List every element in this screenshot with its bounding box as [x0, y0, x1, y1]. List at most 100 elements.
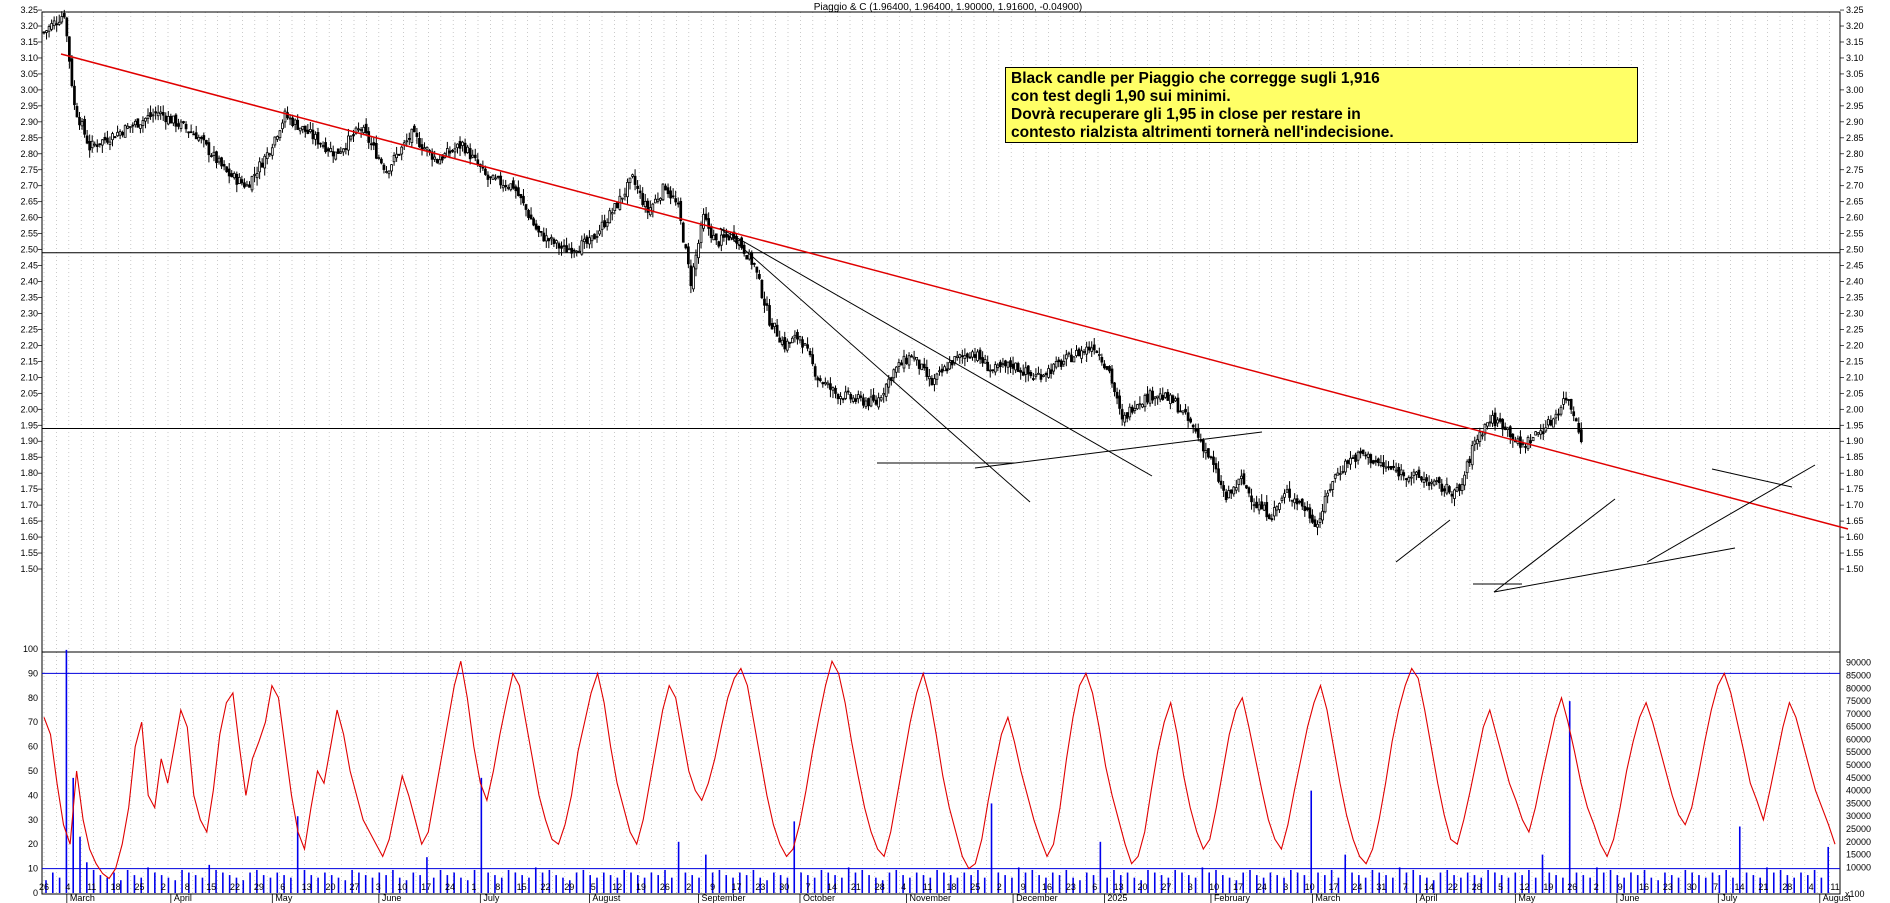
- trendline-up-dec: [974, 431, 1263, 469]
- candle: [501, 179, 505, 192]
- price-tick-label: 1.70: [1846, 500, 1864, 510]
- vertical-grid: [43, 12, 1830, 894]
- candle: [1344, 458, 1347, 476]
- candle: [851, 395, 855, 404]
- price-tick-label: 2.65: [1846, 197, 1864, 207]
- candle: [1562, 391, 1565, 410]
- price-tick-label: 2.25: [20, 324, 38, 334]
- price-tick-label: 1.60: [20, 532, 38, 542]
- candle: [458, 136, 462, 157]
- candle: [882, 387, 886, 403]
- candle: [1554, 409, 1558, 425]
- volume-tick-label: 85000: [1846, 670, 1871, 680]
- candle: [869, 389, 873, 408]
- candle: [519, 193, 523, 205]
- candle: [199, 135, 203, 144]
- candle: [986, 355, 990, 372]
- candle: [590, 235, 594, 249]
- candle: [1174, 396, 1177, 402]
- candle: [1032, 372, 1035, 382]
- candle: [925, 359, 929, 381]
- candle: [1128, 403, 1132, 421]
- candle: [801, 336, 804, 354]
- day-tick-label: 21: [1758, 882, 1768, 892]
- candle: [1151, 386, 1154, 404]
- day-tick-label: 29: [564, 882, 574, 892]
- candle: [1552, 417, 1555, 428]
- candle: [1303, 502, 1307, 517]
- candle: [785, 338, 789, 353]
- candle: [1564, 391, 1568, 404]
- trendline-steep-down: [719, 227, 1031, 503]
- candle: [557, 241, 561, 256]
- volume-tick-label: 25000: [1846, 824, 1871, 834]
- candle: [712, 229, 716, 241]
- candle: [958, 353, 962, 364]
- candle: [1374, 455, 1378, 466]
- price-tick-label: 3.05: [20, 69, 38, 79]
- candle: [1100, 353, 1104, 366]
- candle: [884, 382, 888, 402]
- candle: [511, 177, 515, 190]
- candle: [1318, 512, 1322, 528]
- day-tick-label: 5: [591, 882, 596, 892]
- candle: [466, 144, 470, 154]
- oscillator-tick-label: 100: [23, 644, 38, 654]
- candle: [1333, 473, 1337, 483]
- day-tick-label: 15: [517, 882, 527, 892]
- candle: [1219, 475, 1223, 489]
- candle: [108, 136, 112, 151]
- candle: [1531, 437, 1535, 442]
- candle: [679, 197, 683, 225]
- volume-tick-label: 80000: [1846, 683, 1871, 693]
- candle: [1227, 485, 1231, 499]
- price-tick-label: 1.95: [20, 420, 38, 430]
- month-tick-label: May: [1518, 893, 1536, 903]
- candle: [1146, 386, 1149, 405]
- day-tick-label: 19: [636, 882, 646, 892]
- candle: [687, 242, 690, 268]
- candle: [1394, 462, 1398, 474]
- candle: [217, 155, 221, 165]
- candle: [1506, 426, 1510, 437]
- candle: [1440, 478, 1444, 496]
- candle: [189, 124, 193, 134]
- candle: [1463, 471, 1466, 491]
- candle: [1186, 406, 1190, 428]
- volume-tick-label: 90000: [1846, 658, 1871, 668]
- candle: [227, 162, 231, 184]
- price-tick-label: 1.80: [20, 468, 38, 478]
- candle: [276, 135, 279, 142]
- day-tick-label: 16: [1639, 882, 1649, 892]
- candle: [818, 375, 822, 383]
- candle: [593, 233, 596, 240]
- price-tick-label: 2.90: [20, 117, 38, 127]
- candle: [976, 349, 979, 363]
- candle: [1133, 400, 1137, 414]
- candle: [486, 171, 490, 187]
- candle: [1283, 489, 1286, 504]
- volume-tick-label: 45000: [1846, 773, 1871, 783]
- candle: [192, 130, 196, 136]
- candle: [435, 158, 439, 164]
- candle: [550, 234, 553, 246]
- candle: [405, 133, 409, 147]
- candle: [149, 105, 152, 120]
- candle: [268, 152, 272, 157]
- oscillator-tick-label: 70: [28, 717, 38, 727]
- candle: [364, 118, 368, 135]
- day-tick-label: 28: [1472, 882, 1482, 892]
- candle: [293, 118, 297, 131]
- day-tick-label: 21: [851, 882, 861, 892]
- price-tick-label: 2.15: [1846, 356, 1864, 366]
- candle: [971, 349, 974, 361]
- candle: [374, 135, 378, 160]
- candle: [626, 178, 629, 204]
- oscillator-tick-label: 30: [28, 815, 38, 825]
- trendline-up-june: [1646, 464, 1816, 563]
- candle: [1508, 425, 1512, 444]
- candle: [184, 121, 188, 133]
- candle: [207, 137, 211, 163]
- volume-tick-label: 20000: [1846, 837, 1871, 847]
- candle: [1224, 488, 1228, 503]
